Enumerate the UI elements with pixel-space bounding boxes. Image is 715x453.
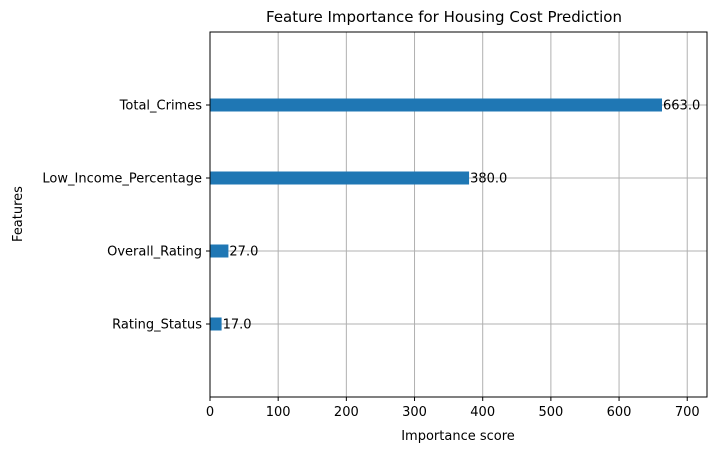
bar-value-label: 17.0 xyxy=(223,318,252,333)
bar xyxy=(210,244,229,258)
y-tick-label: Overall_Rating xyxy=(107,245,202,260)
x-tick-label: 400 xyxy=(470,405,495,420)
plot-frame xyxy=(209,31,708,398)
bar-value-label: 380.0 xyxy=(470,172,507,187)
x-tick-label: 700 xyxy=(675,405,700,420)
x-axis-label: Importance score xyxy=(401,429,515,444)
bar-value-label: 663.0 xyxy=(663,99,700,114)
x-tick-label: 600 xyxy=(607,405,632,420)
y-tick-label: Rating_Status xyxy=(112,318,202,333)
bars xyxy=(210,98,663,331)
y-tick-label: Low_Income_Percentage xyxy=(42,172,202,187)
chart-title: Feature Importance for Housing Cost Pred… xyxy=(266,8,622,26)
x-tick-label: 200 xyxy=(334,405,359,420)
x-tick-label: 0 xyxy=(206,405,214,420)
x-tick-label: 500 xyxy=(538,405,563,420)
y-axis-ticks: Total_Crimes Low_Income_Percentage Overall… xyxy=(42,99,210,333)
x-tick-label: 300 xyxy=(402,405,427,420)
y-axis-label: Features xyxy=(11,186,26,242)
bar xyxy=(210,317,222,331)
bar xyxy=(210,98,663,112)
value-labels: 663.0 380.0 27.0 17.0 xyxy=(223,99,701,333)
grid-lines xyxy=(209,32,707,397)
bar-value-label: 27.0 xyxy=(229,245,258,260)
x-tick-label: 100 xyxy=(266,405,291,420)
bar xyxy=(210,171,470,185)
x-axis-ticks: 0 100 200 300 400 500 600 700 xyxy=(206,397,700,420)
y-tick-label: Total_Crimes xyxy=(119,99,203,114)
